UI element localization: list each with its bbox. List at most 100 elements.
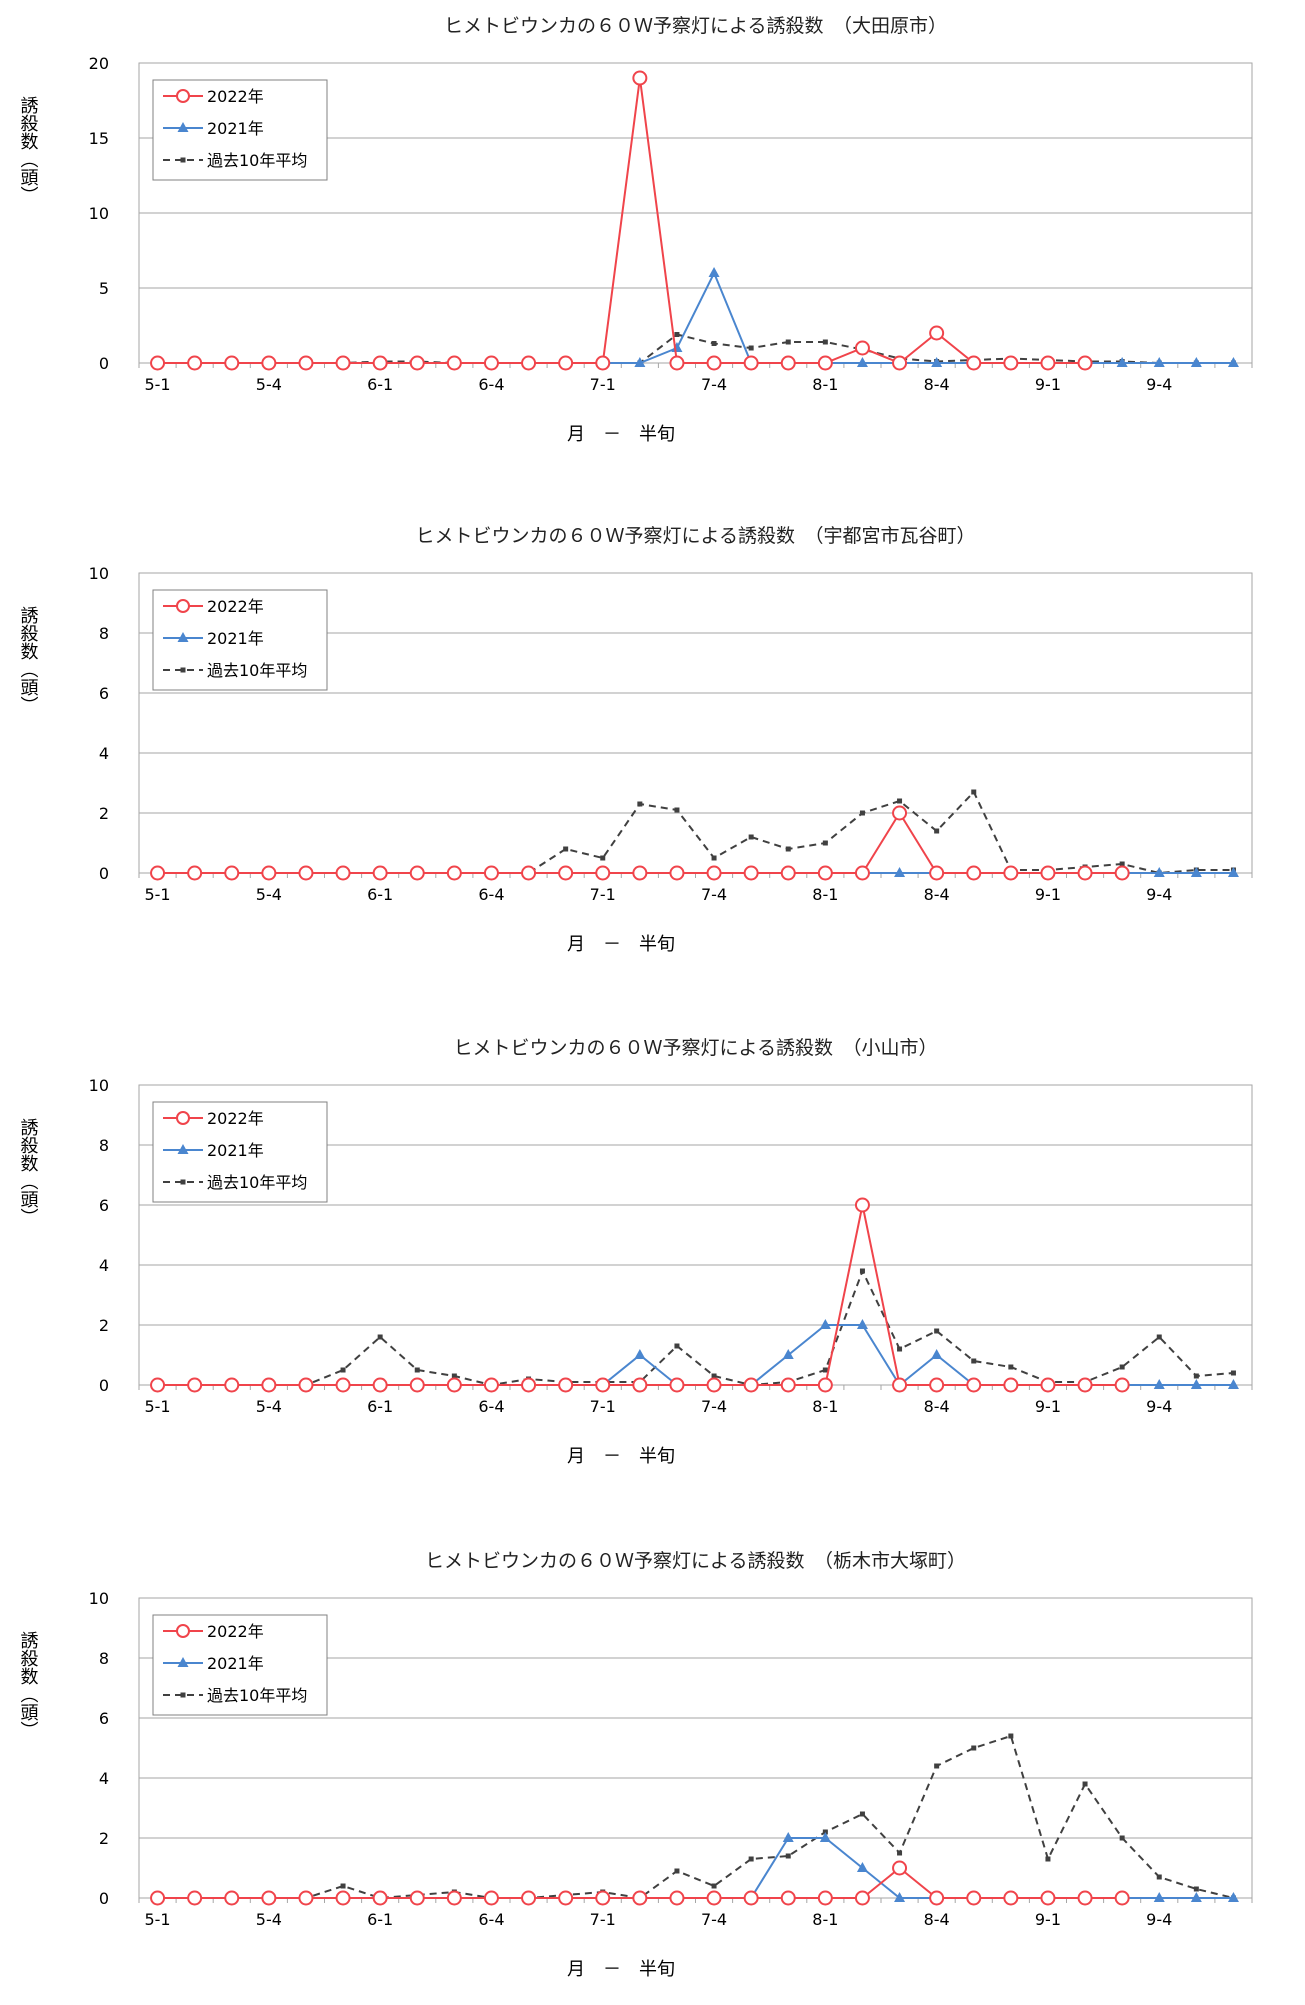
x-tick-label: 5-1 (144, 885, 170, 904)
legend-marker-2021 (177, 122, 189, 132)
y-tick-label: 8 (99, 1649, 109, 1668)
point-2022 (1077, 355, 1093, 371)
legend-label: 2021年 (207, 1654, 264, 1673)
point-2022 (261, 1890, 277, 1906)
legend-label: 2021年 (207, 629, 264, 648)
point-2022 (224, 865, 240, 881)
legend-label: 2021年 (207, 1141, 264, 1160)
legend-marker-2022 (176, 1111, 190, 1125)
point-2021 (819, 1319, 831, 1329)
point-2022 (669, 1377, 685, 1393)
point-2022 (854, 1890, 870, 1906)
point-2022 (892, 805, 908, 821)
legend-marker-2022 (176, 1624, 190, 1638)
y-tick-label: 0 (99, 864, 109, 883)
legend-label: 過去10年平均 (207, 1686, 307, 1705)
point-avg (1119, 1364, 1125, 1370)
point-2022 (446, 1377, 462, 1393)
point-2021 (1153, 867, 1165, 877)
chart-panel-2: ヒメトビウンカの６０Ｗ予察灯による誘殺数 （宇都宮市瓦谷町） 0 2 4 6 8 10 5-1… (0, 510, 1305, 980)
x-tick-label: 8-1 (812, 885, 838, 904)
y-tick-label: 10 (89, 1076, 109, 1095)
x-tick-label: 8-1 (812, 375, 838, 394)
point-2022 (521, 355, 537, 371)
point-2022 (372, 355, 388, 371)
point-2021 (634, 1349, 646, 1359)
point-2022 (298, 1890, 314, 1906)
point-avg (1156, 1334, 1162, 1340)
point-2022 (1077, 865, 1093, 881)
x-tick-label: 5-4 (256, 1397, 282, 1416)
point-2022 (1040, 865, 1056, 881)
point-2021 (1153, 1379, 1165, 1389)
point-2022 (632, 1890, 648, 1906)
x-tick-label: 7-4 (701, 1397, 727, 1416)
x-tick-label: 9-1 (1035, 375, 1061, 394)
point-2022 (150, 865, 166, 881)
legend-label: 2022年 (207, 87, 264, 106)
point-avg (897, 798, 903, 804)
point-2022 (743, 865, 759, 881)
y-tick-label: 2 (99, 804, 109, 823)
point-2022 (966, 1890, 982, 1906)
point-avg (897, 1850, 903, 1856)
point-avg (822, 1367, 828, 1373)
point-2022 (521, 865, 537, 881)
point-avg (674, 1343, 680, 1349)
x-tick-label: 6-4 (478, 1397, 504, 1416)
line-chart: ヒメトビウンカの６０Ｗ予察灯による誘殺数 （小山市） 0 2 4 6 8 10 5-1 5-4 6… (18, 1037, 1253, 1467)
legend-marker-2021 (177, 1144, 189, 1154)
legend-marker-avg (180, 1692, 186, 1698)
point-2022 (966, 1377, 982, 1393)
x-tick-label: 6-4 (478, 1910, 504, 1929)
point-2022 (706, 1890, 722, 1906)
point-avg (674, 807, 680, 813)
legend-label: 2021年 (207, 119, 264, 138)
point-2022 (595, 1377, 611, 1393)
point-2021 (894, 1892, 906, 1902)
point-2022 (150, 1890, 166, 1906)
point-2022 (483, 355, 499, 371)
legend-marker-2022 (176, 89, 190, 103)
point-2022 (929, 865, 945, 881)
point-avg (934, 828, 940, 834)
x-tick-label: 5-1 (144, 375, 170, 394)
legend-label: 過去10年平均 (207, 1173, 307, 1192)
y-tick-label: 0 (99, 1889, 109, 1908)
point-2022 (929, 325, 945, 341)
point-2022 (187, 865, 203, 881)
point-avg (1193, 1886, 1199, 1892)
point-2022 (966, 865, 982, 881)
point-2022 (1114, 1377, 1130, 1393)
point-2022 (854, 340, 870, 356)
point-avg (859, 810, 865, 816)
line-chart: ヒメトビウンカの６０Ｗ予察灯による誘殺数 （大田原市） 0 5 10 15 20 5-1 5-… (18, 15, 1253, 445)
point-2021 (1227, 1892, 1239, 1902)
y-tick-label: 8 (99, 624, 109, 643)
point-avg (637, 801, 643, 807)
point-avg (971, 789, 977, 795)
y-axis-title: 誘殺数（頭） (18, 606, 39, 714)
point-2022 (1040, 1377, 1056, 1393)
x-tick-label: 7-4 (701, 885, 727, 904)
point-2022 (817, 865, 833, 881)
legend-label: 2022年 (207, 597, 264, 616)
point-2021 (782, 1832, 794, 1842)
y-tick-label: 10 (89, 564, 109, 583)
series-line-avg (157, 1268, 1234, 1387)
x-tick-label: 8-4 (924, 1397, 950, 1416)
point-2022 (892, 1860, 908, 1876)
chart-panel-4: ヒメトビウンカの６０Ｗ予察灯による誘殺数 （栃木市大塚町） 0 2 4 6 8 10 5-1 5… (0, 1535, 1305, 2005)
x-tick-label: 9-1 (1035, 1397, 1061, 1416)
point-2022 (1003, 1890, 1019, 1906)
chart-title: ヒメトビウンカの６０Ｗ予察灯による誘殺数 （小山市） (454, 1037, 938, 1059)
x-tick-label: 7-4 (701, 1910, 727, 1929)
point-2022 (706, 355, 722, 371)
point-2022 (187, 1377, 203, 1393)
point-avg (748, 345, 754, 351)
point-2021 (1190, 357, 1202, 367)
legend-marker-2022 (176, 599, 190, 613)
point-avg (748, 834, 754, 840)
